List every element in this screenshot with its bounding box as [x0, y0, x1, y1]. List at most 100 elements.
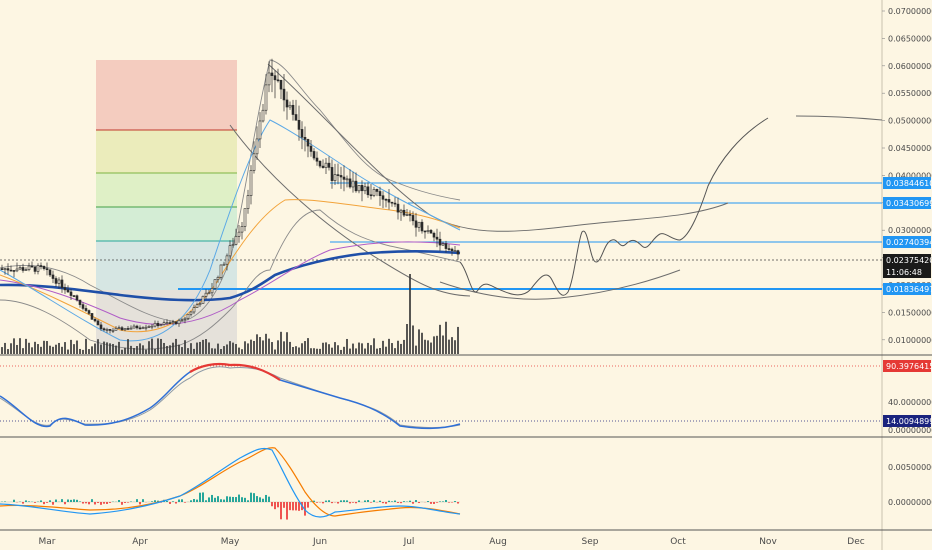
candle-body [378, 191, 382, 196]
volume-bar [13, 338, 15, 354]
candle-body [27, 265, 31, 270]
candle-body [321, 165, 325, 168]
candle-body [45, 268, 49, 271]
rsi-pane[interactable] [0, 362, 882, 430]
macd-hist-bar [127, 502, 129, 503]
candle-body [417, 221, 421, 228]
volume-bar [262, 340, 264, 354]
volume-bar [403, 339, 405, 354]
candle-body [435, 236, 439, 240]
macd-hist-bar [13, 499, 15, 502]
time-tick-label: Sep [582, 537, 599, 547]
price-badge [883, 197, 931, 209]
candle-body [279, 80, 283, 90]
volume-bar [235, 344, 237, 354]
macd-hist-bar [358, 500, 360, 502]
volume-bar [412, 325, 414, 354]
volume-bar [196, 342, 198, 354]
macd-hist-bar [226, 496, 228, 502]
candle-body [192, 307, 196, 313]
candle-body [84, 308, 88, 311]
volume-bar [415, 345, 417, 354]
candle-body [156, 322, 160, 327]
candle-body [225, 255, 229, 265]
candle-body [456, 250, 460, 255]
macd-hist-bar [46, 502, 48, 503]
rsi-tick-label: 0.00000000 [888, 426, 932, 435]
macd-hist-bar [94, 502, 96, 505]
volume-bar [310, 348, 312, 354]
trend-curve-lower[interactable] [229, 124, 471, 297]
target-arc[interactable] [795, 115, 883, 121]
macd-hist-bar [280, 502, 282, 520]
price-badge [883, 283, 931, 295]
candle-body [381, 195, 385, 200]
rsi-badge-label: 90.39764157 [886, 362, 932, 371]
macd-hist-bar [43, 502, 45, 505]
macd-hist-bar [250, 492, 252, 502]
candle-body [342, 176, 346, 180]
rounded-bottom-upper-curve[interactable] [267, 63, 729, 232]
candle-body [315, 157, 319, 162]
candle-body [432, 232, 436, 238]
volume-bar [367, 342, 369, 354]
volume-bar [223, 346, 225, 354]
price-tick-label: 0.05000000 [888, 117, 932, 126]
volume-bar [346, 338, 348, 354]
volume-bar [319, 348, 321, 354]
volume-bar [61, 346, 63, 354]
fib-retracement-zone[interactable] [96, 60, 237, 354]
macd-hist-bar [259, 497, 261, 502]
macd-hist-bar [316, 502, 318, 503]
volume-bar [199, 341, 201, 354]
macd-hist-bar [448, 502, 450, 503]
candle-body [405, 214, 409, 216]
macd-hist-bar [364, 500, 366, 502]
candle-body [21, 267, 25, 271]
candle-body [201, 296, 205, 304]
time-tick-label: Jun [312, 537, 327, 547]
volume-bar [172, 342, 174, 354]
volume-bar [340, 349, 342, 354]
candle-body [141, 327, 145, 329]
candle-body [438, 238, 442, 246]
macd-hist-bar [106, 502, 108, 504]
volume-bar [277, 340, 279, 354]
volume-bar [67, 349, 69, 354]
macd-pane[interactable] [0, 447, 461, 520]
volume-bar [376, 348, 378, 354]
volume-bar [358, 342, 360, 354]
macd-hist-bar [208, 497, 210, 502]
support-resistance-levels[interactable] [0, 182, 882, 290]
candle-body [36, 265, 40, 272]
candle-body [63, 287, 67, 291]
candle-body [453, 250, 457, 252]
candle-body [57, 279, 61, 284]
fib-band-2 [96, 130, 237, 173]
macd-hist-bar [67, 499, 69, 502]
macd-hist-bar [151, 501, 153, 502]
volume-bar [106, 342, 108, 354]
macd-hist-bar [442, 501, 444, 502]
rounded-bottom-lower-curve[interactable] [439, 269, 681, 300]
price-badge-label: 0.02740394 [886, 238, 932, 247]
macd-hist-bar [454, 501, 456, 502]
macd-hist-bar [397, 502, 399, 503]
macd-axis[interactable]: 0.00500000 0.00000000 [888, 463, 932, 507]
candle-body [249, 170, 253, 196]
candle-body [162, 322, 166, 325]
volume-bar [46, 341, 48, 354]
macd-hist-bar [340, 500, 342, 502]
candle-body [3, 268, 7, 270]
projection-path[interactable] [459, 117, 769, 296]
volume-bar [334, 342, 336, 354]
candle-body [78, 299, 82, 305]
time-axis[interactable]: Mar Apr May Jun Jul Aug Sep Oct Nov Dec [39, 537, 865, 547]
macd-hist-bar [229, 496, 231, 502]
rsi-axis[interactable]: 40.00000000 0.00000000 90.39764157 14.00948… [883, 360, 932, 435]
macd-hist-bar [457, 502, 459, 504]
volume-bar [289, 341, 291, 354]
candle-body [180, 319, 184, 321]
candle-body [42, 266, 46, 269]
